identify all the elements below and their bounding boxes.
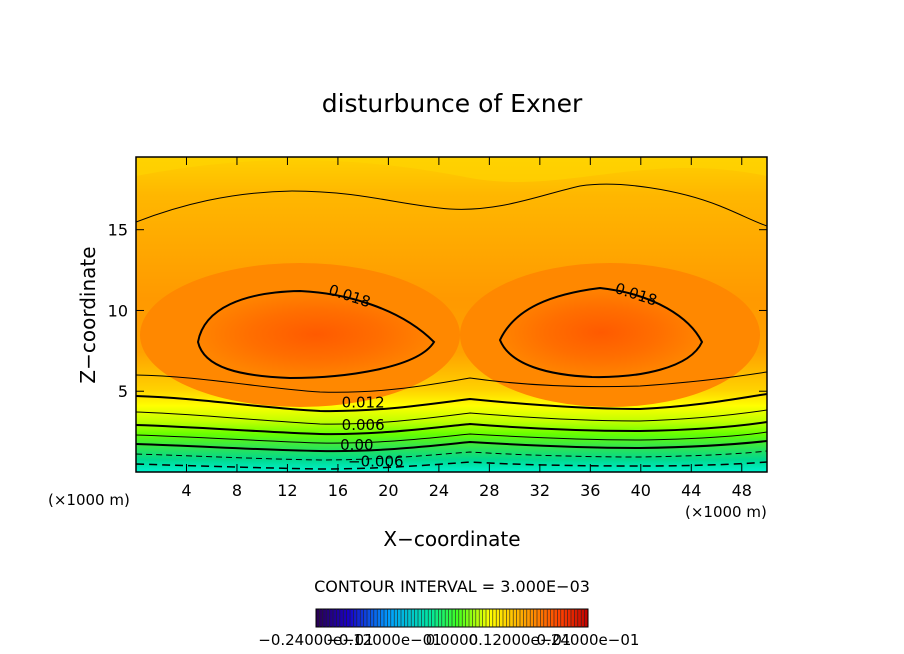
x-tick-label-1: 8	[232, 481, 242, 500]
contour-line-003	[136, 431, 767, 444]
contour-line-neg003	[136, 450, 767, 461]
contour-line-006	[136, 421, 767, 436]
chart-title: disturbunce of Exner	[322, 89, 583, 118]
contour-line-upper	[136, 183, 767, 227]
contour-label-4: 0.00	[340, 436, 373, 454]
x-tick-label-3: 16	[328, 481, 348, 500]
x-tick-label-8: 36	[580, 481, 600, 500]
x-axis-label: X−coordinate	[383, 527, 520, 551]
x-tick-label-7: 32	[530, 481, 550, 500]
x-tick-label-2: 12	[277, 481, 297, 500]
contour-line-018-right	[498, 286, 704, 379]
inner-region-left	[198, 291, 434, 378]
contour-line-015	[136, 371, 767, 393]
colorbar-label-0: −0.24000e−01	[258, 631, 373, 649]
contour-interval-text: CONTOUR INTERVAL = 3.000E−03	[314, 577, 590, 596]
contour-label-2: 0.012	[342, 393, 385, 411]
x-axis-ticks: 4 8 12 16 20 24 28 32 36 40 44 48	[181, 157, 752, 500]
y-tick-label-1: 10	[108, 301, 128, 320]
contour-line-000	[136, 440, 767, 453]
x-unit-right: (×1000 m)	[685, 503, 767, 521]
x-tick-label-11: 48	[732, 481, 752, 500]
colorbar-label-3: 0.12000e−01	[469, 631, 572, 649]
x-tick-label-9: 40	[631, 481, 651, 500]
x-unit-left: (×1000 m)	[48, 491, 130, 509]
y-tick-label-2: 15	[108, 221, 128, 240]
colorbar-label-1: −0.12000e−01	[326, 631, 441, 649]
x-tick-label-5: 24	[429, 481, 449, 500]
x-tick-label-6: 28	[479, 481, 499, 500]
x-tick-label-0: 4	[181, 481, 191, 500]
upper-band-fill	[136, 157, 767, 182]
x-tick-label-10: 44	[681, 481, 701, 500]
y-axis-ticks: 5 10 15	[108, 221, 767, 401]
plot-frame	[135, 156, 768, 473]
contour-line-neg006	[136, 461, 767, 470]
y-axis-label: Z−coordinate	[76, 246, 100, 383]
colorbar-ticks	[319, 609, 585, 627]
colorbar-label-2: 0.0000	[426, 631, 479, 649]
y-tick-label-0: 5	[118, 382, 128, 401]
x-tick-label-4: 20	[378, 481, 398, 500]
inner-region-right	[500, 288, 702, 378]
contour-label-3: 0.006	[342, 416, 385, 434]
contour-line-009	[136, 409, 767, 425]
contour-line-012	[136, 393, 767, 413]
contour-label-5: −0.006	[348, 452, 404, 470]
colorbar-label-4: 0.24000e−01	[537, 631, 640, 649]
contour-line-018-left	[196, 289, 436, 380]
colorbar-labels: −0.24000e−01−0.12000e−010.00000.12000e−0…	[258, 631, 639, 649]
